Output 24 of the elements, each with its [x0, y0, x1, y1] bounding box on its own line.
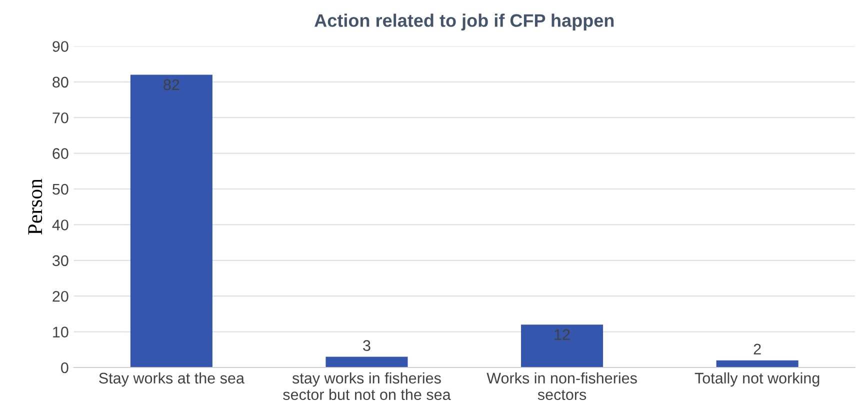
data-label: 82 [164, 79, 180, 90]
data-label: 2 [754, 344, 761, 354]
bar [521, 324, 604, 368]
y-tick-label: 90 [52, 41, 68, 52]
y-tick-label: 30 [52, 255, 68, 266]
y-tick-label: 10 [53, 326, 68, 338]
chart-title: Action related to job if CFP happen [314, 14, 614, 30]
bar [716, 360, 798, 368]
y-tick-label: 20 [52, 290, 68, 302]
x-tick-label: stay works in fisheries sector but not on the sea [283, 372, 451, 400]
y-tick-label: 50 [52, 184, 68, 195]
x-tick-label: Totally not working [694, 372, 820, 387]
y-tick-label: 70 [52, 112, 68, 124]
y-axis-title: Person [28, 178, 42, 235]
y-tick-label: 40 [52, 220, 68, 230]
bar [326, 356, 408, 368]
y-tick-label: 0 [61, 362, 68, 374]
data-label: 3 [363, 340, 370, 351]
x-tick-label: Works in non-fisheries sectors [486, 372, 637, 400]
y-tick-label: 60 [52, 148, 68, 159]
y-tick-label: 80 [52, 76, 68, 88]
bar [130, 74, 212, 368]
x-tick-label: Stay works at the sea [99, 372, 244, 387]
data-label: 12 [554, 329, 570, 340]
